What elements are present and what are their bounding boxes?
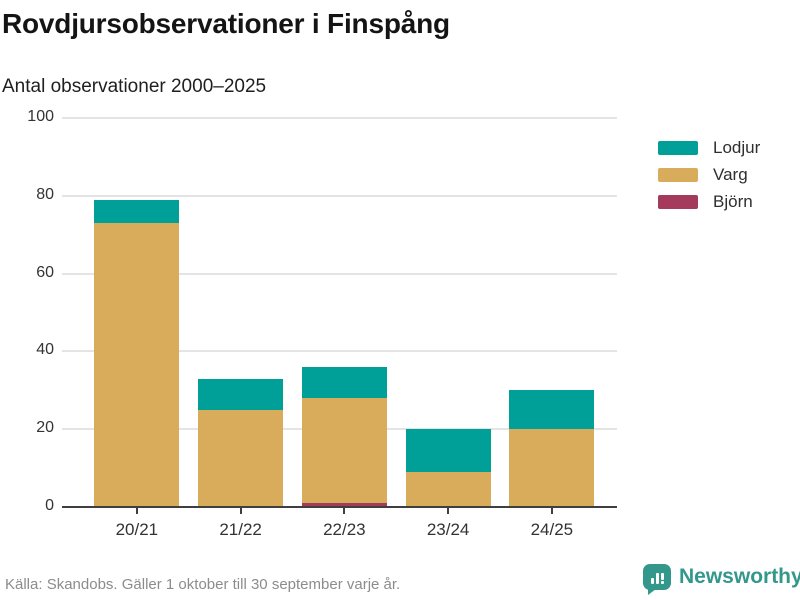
- legend-label: Lodjur: [713, 138, 761, 157]
- legend-item-varg: Varg: [658, 165, 760, 184]
- y-axis-tick-label: 20: [36, 419, 54, 437]
- bar-segment-varg-22-23: [301, 398, 387, 504]
- y-axis-tick-label: 60: [36, 263, 54, 281]
- y-axis-tick-label: 100: [27, 108, 54, 125]
- x-axis-tick-label: 24/25: [530, 520, 574, 539]
- page-subtitle: Antal observationer 2000–2025: [2, 76, 267, 97]
- gridline: [62, 272, 617, 275]
- x-axis-tick: [343, 507, 346, 514]
- x-axis-tick-label: 22/23: [323, 520, 366, 539]
- bar-segment-varg-24-25: [509, 429, 595, 507]
- legend-label: Björn: [713, 192, 753, 211]
- legend-swatch: [658, 168, 698, 182]
- bar-segment-lodjur-21-22: [198, 378, 284, 410]
- plot-area: 20/21 21/22 22/23 23/24 24/25: [62, 117, 617, 539]
- legend-item-lodjur: Lodjur: [658, 138, 761, 157]
- bar-segment-varg-20-21: [94, 223, 180, 507]
- y-axis-tick-label: 0: [45, 497, 54, 514]
- gridline: [62, 350, 617, 353]
- source-note: Källa: Skandobs. Gäller 1 oktober till 3…: [5, 576, 401, 593]
- x-axis-tick: [239, 507, 242, 514]
- chart-area: 20/21 21/22 22/23 23/24 24/25 Lodjur Varg Björ…: [0, 108, 800, 558]
- legend-swatch: [658, 195, 698, 209]
- chart-legend: Lodjur Varg Björn: [658, 138, 761, 222]
- gridline: [62, 194, 617, 197]
- newsworthy-logo: Newsworthy: [643, 564, 800, 595]
- bar-segment-lodjur-20-21: [94, 199, 180, 224]
- page-title: Rovdjursobservationer i Finspång: [2, 8, 450, 39]
- newsworthy-wordmark: Newsworthy: [679, 565, 800, 588]
- y-axis-tick-label: 40: [36, 341, 54, 359]
- bar-segment-lodjur-22-23: [301, 366, 387, 399]
- x-axis-tick: [447, 507, 450, 514]
- legend-label: Varg: [713, 165, 748, 184]
- legend-swatch: [658, 141, 698, 155]
- x-axis-line: [62, 506, 617, 508]
- gridline: [62, 117, 617, 119]
- newsworthy-chart-bubble-icon: [643, 564, 671, 595]
- bar-segment-lodjur-23-24: [405, 429, 491, 472]
- bar-segment-varg-21-22: [198, 409, 284, 507]
- bar-segment-björn-22-23: [301, 503, 387, 507]
- bar-segment-varg-23-24: [405, 472, 491, 507]
- x-axis-tick: [135, 507, 138, 514]
- x-axis-tick-label: 23/24: [426, 520, 470, 539]
- legend-item-björn: Björn: [658, 192, 760, 211]
- x-axis-tick-label: 21/22: [219, 520, 262, 539]
- y-axis-tick-label: 80: [36, 185, 54, 203]
- x-axis-tick-label: 20/21: [115, 520, 159, 539]
- bar-segment-lodjur-24-25: [509, 390, 595, 430]
- x-axis-tick: [550, 507, 553, 514]
